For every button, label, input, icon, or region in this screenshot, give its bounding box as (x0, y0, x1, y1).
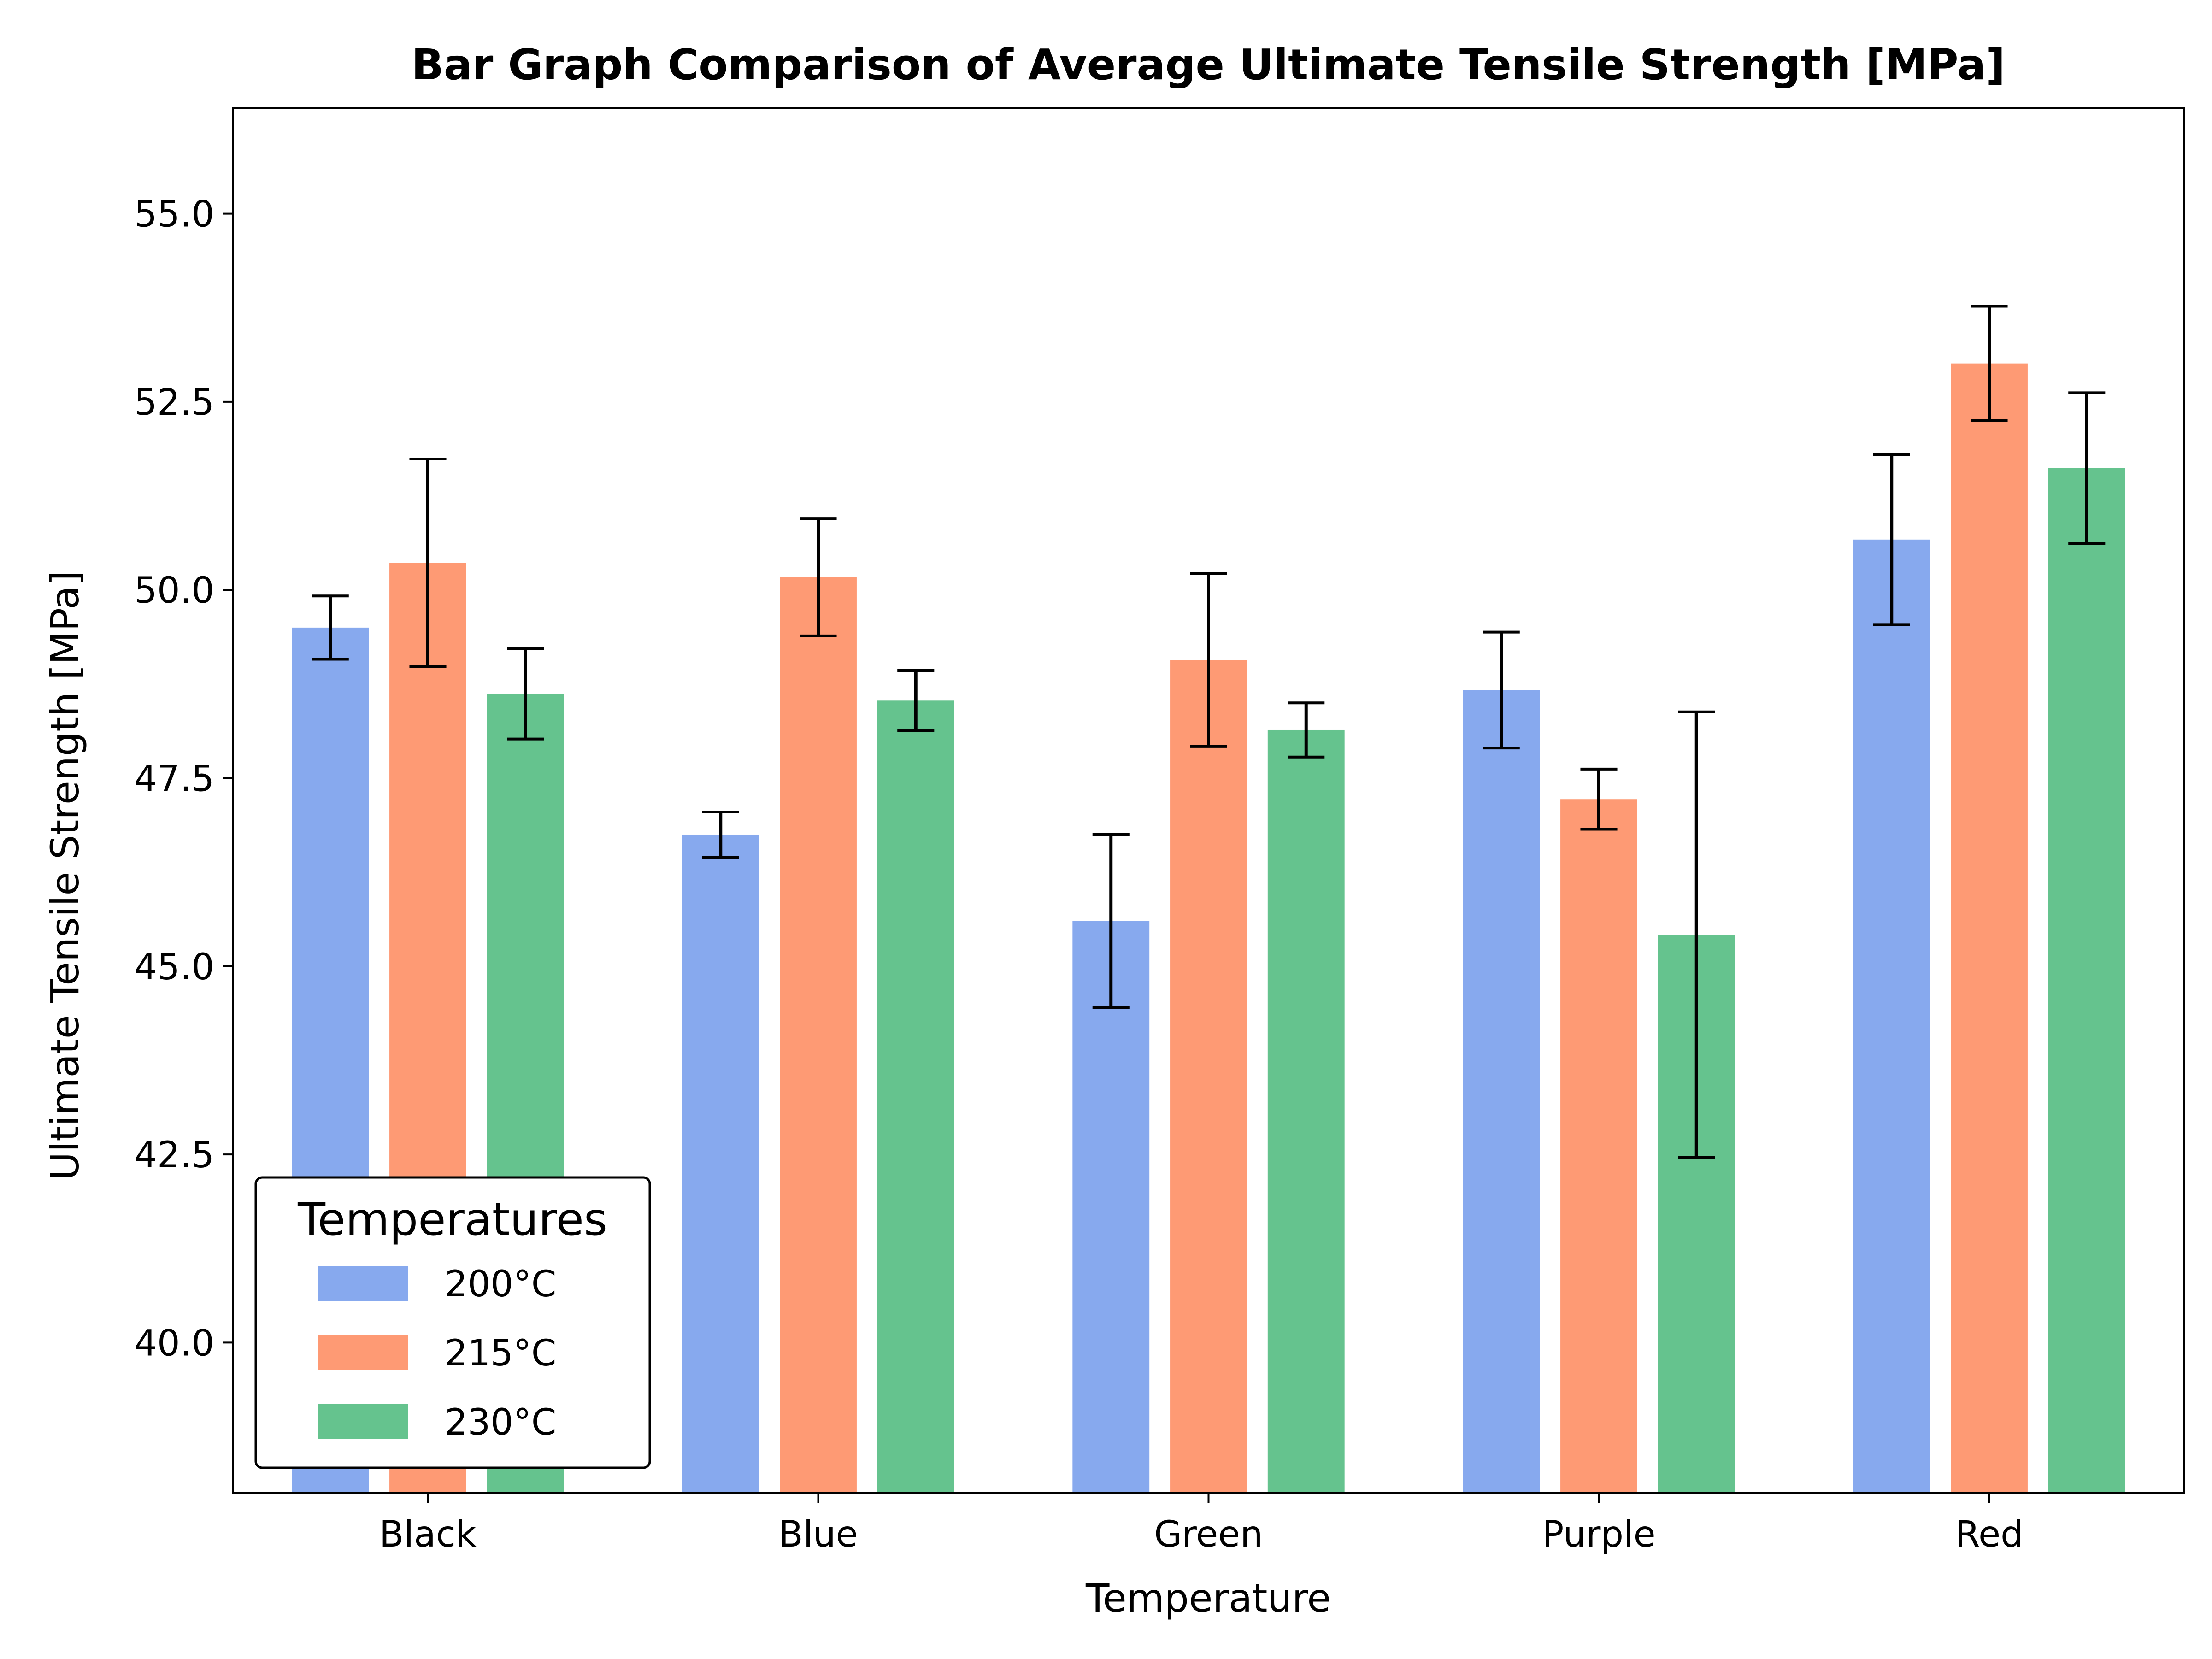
y-tick-label-4: 50.0 (134, 570, 214, 612)
y-axis-label: Ultimate Tensile Strength [MPa] (42, 571, 88, 1181)
bar-green-230-c (1267, 729, 1345, 1493)
legend-swatch-230-c (318, 1404, 408, 1439)
bar-red-215-c (1951, 363, 2028, 1493)
bar-purple-200-c (1463, 690, 1540, 1493)
y-tick-label-3: 47.5 (134, 759, 214, 800)
x-axis: Black Blue Green Purple Red (379, 1493, 2024, 1555)
y-tick-label-1: 42.5 (134, 1135, 214, 1176)
error-bars-layer (312, 305, 2106, 1159)
bar-green-215-c (1170, 660, 1247, 1493)
legend-title: Temperatures (297, 1194, 607, 1246)
bar-blue-215-c (780, 577, 857, 1493)
y-axis: 40.0 42.5 45.0 47.5 50.0 52.5 55.0 (134, 194, 233, 1364)
legend-swatch-215-c (318, 1335, 408, 1370)
bar-green-200-c (1072, 921, 1150, 1493)
y-tick-label-5: 52.5 (134, 382, 214, 424)
bar-blue-230-c (877, 700, 954, 1493)
x-tick-label-green: Green (1154, 1514, 1263, 1555)
x-tick-label-purple: Purple (1542, 1514, 1655, 1555)
chart-title: Bar Graph Comparison of Average Ultimate… (412, 40, 2006, 89)
bar-purple-215-c (1560, 799, 1637, 1493)
y-tick-label-2: 45.0 (134, 947, 214, 988)
legend-swatch-200-c (318, 1266, 408, 1301)
bars-layer (292, 363, 2125, 1493)
bar-blue-200-c (682, 834, 759, 1493)
legend-label-215-c: 215°C (445, 1333, 556, 1374)
legend-box (254, 1176, 651, 1469)
legend: Temperatures 200°C 215°C 230°C (254, 1176, 651, 1469)
x-tick-label-black: Black (379, 1514, 477, 1555)
y-tick-label-0: 40.0 (134, 1323, 214, 1364)
y-tick-label-6: 55.0 (134, 194, 214, 235)
x-tick-label-red: Red (1955, 1514, 2023, 1555)
x-axis-label: Temperature (1085, 1576, 1331, 1621)
bar-red-200-c (1853, 539, 1930, 1493)
bar-red-230-c (2048, 468, 2125, 1493)
legend-label-230-c: 230°C (445, 1402, 556, 1443)
x-tick-label-blue: Blue (778, 1514, 858, 1555)
legend-label-200-c: 200°C (445, 1264, 556, 1305)
legend-entries: 200°C 215°C 230°C (318, 1264, 556, 1443)
